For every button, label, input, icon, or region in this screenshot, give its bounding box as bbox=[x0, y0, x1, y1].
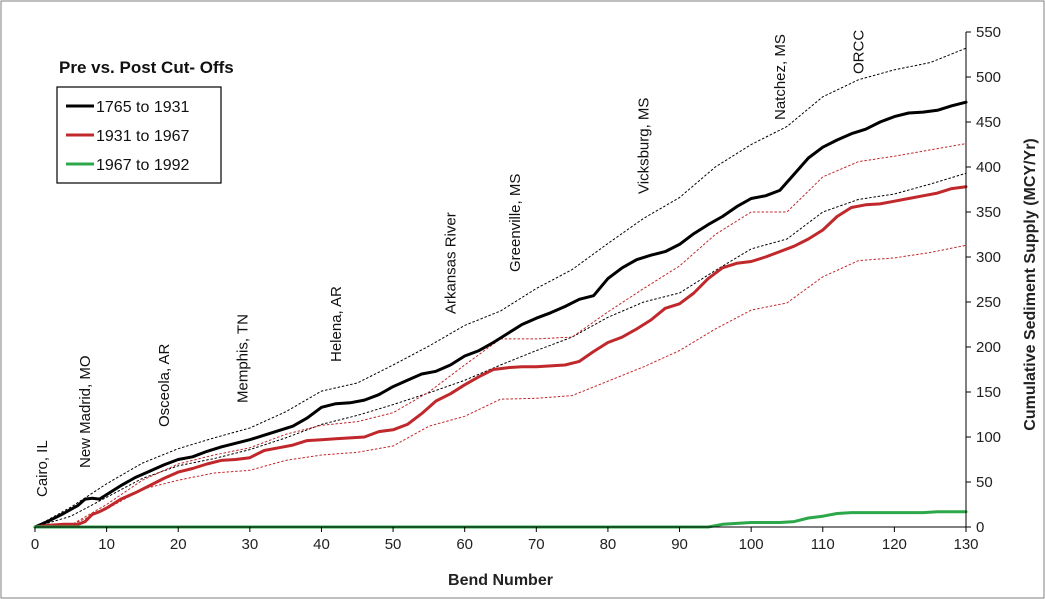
y-tick-label: 450 bbox=[976, 114, 1001, 131]
legend-label: 1931 to 1967 bbox=[96, 128, 190, 145]
series-layer bbox=[33, 47, 968, 529]
location-label: Helena, AR bbox=[328, 286, 345, 362]
envelope-upper-line bbox=[34, 47, 967, 528]
envelope-lower-line bbox=[34, 172, 967, 528]
x-tick-label: 90 bbox=[671, 536, 688, 553]
x-tick-label: 10 bbox=[98, 536, 115, 553]
y-tick-label: 400 bbox=[976, 159, 1001, 176]
x-tick-label: 40 bbox=[313, 536, 330, 553]
y-tick-label: 500 bbox=[976, 69, 1001, 86]
envelope-lower-line bbox=[34, 244, 967, 528]
x-tick-label: 60 bbox=[456, 536, 473, 553]
series-line bbox=[33, 185, 968, 529]
x-tick-label: 0 bbox=[31, 536, 39, 553]
x-tick-label: 130 bbox=[953, 536, 978, 553]
legend-items: 1765 to 1931 1931 to 1967 1967 to 1992 bbox=[66, 99, 190, 174]
location-label: Cairo, IL bbox=[34, 440, 51, 497]
x-ticks: 0 10 20 30 40 50 60 70 80 90 100 110 120 130 bbox=[31, 527, 979, 553]
location-annotations: Cairo, IL New Madrid, MO Osceola, AR Memphi… bbox=[34, 30, 867, 497]
location-label: Osceola, AR bbox=[156, 343, 173, 427]
location-label: Greenville, MS bbox=[507, 174, 524, 272]
x-tick-label: 70 bbox=[528, 536, 545, 553]
x-tick-label: 110 bbox=[811, 536, 835, 553]
x-tick-label: 50 bbox=[385, 536, 402, 553]
axes: 0 10 20 30 40 50 60 70 80 90 100 110 120 130 0 50 100 15… bbox=[31, 24, 1001, 553]
location-label: Vicksburg, MS bbox=[636, 98, 653, 194]
x-tick-label: 120 bbox=[882, 536, 907, 553]
y-tick-label: 150 bbox=[976, 384, 1001, 401]
location-label: ORCC bbox=[851, 30, 868, 74]
legend: Pre vs. Post Cut- Offs 1765 to 1931 1931 … bbox=[56, 58, 234, 184]
location-label: Natchez, MS bbox=[772, 34, 789, 120]
x-tick-label: 30 bbox=[242, 536, 259, 553]
y-tick-label: 0 bbox=[976, 519, 984, 536]
x-tick-label: 100 bbox=[739, 536, 764, 553]
y-tick-label: 250 bbox=[976, 294, 1001, 311]
location-label: Memphis, TN bbox=[235, 314, 252, 403]
y-tick-label: 350 bbox=[976, 204, 1001, 221]
legend-title: Pre vs. Post Cut- Offs bbox=[59, 58, 234, 77]
y-axis-title: Cumulative Sediment Supply (MCY/Yr) bbox=[1022, 138, 1039, 430]
y-tick-label: 100 bbox=[976, 429, 1001, 446]
legend-label: 1765 to 1931 bbox=[96, 99, 190, 116]
x-tick-label: 20 bbox=[170, 536, 187, 553]
y-tick-label: 300 bbox=[976, 249, 1001, 266]
y-tick-label: 50 bbox=[976, 474, 993, 491]
location-label: New Madrid, MO bbox=[77, 355, 94, 468]
x-tick-label: 80 bbox=[600, 536, 617, 553]
series-line bbox=[33, 100, 968, 529]
x-axis-title: Bend Number bbox=[448, 572, 553, 589]
location-label: Arkansas River bbox=[442, 212, 459, 314]
y-tick-label: 550 bbox=[976, 24, 1001, 41]
legend-label: 1967 to 1992 bbox=[96, 157, 190, 174]
y-tick-label: 200 bbox=[976, 339, 1001, 356]
y-ticks: 0 50 100 150 200 250 300 350 400 450 500 550 bbox=[966, 24, 1001, 536]
